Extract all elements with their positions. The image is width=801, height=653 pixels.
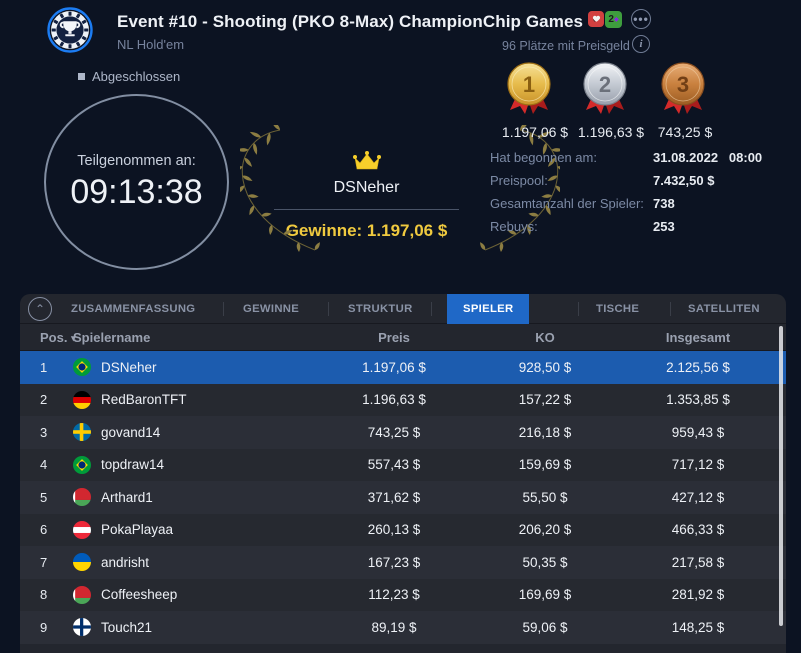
svg-text:3: 3 [677,72,689,97]
svg-text:2: 2 [599,72,611,97]
svg-text:1: 1 [523,72,535,97]
